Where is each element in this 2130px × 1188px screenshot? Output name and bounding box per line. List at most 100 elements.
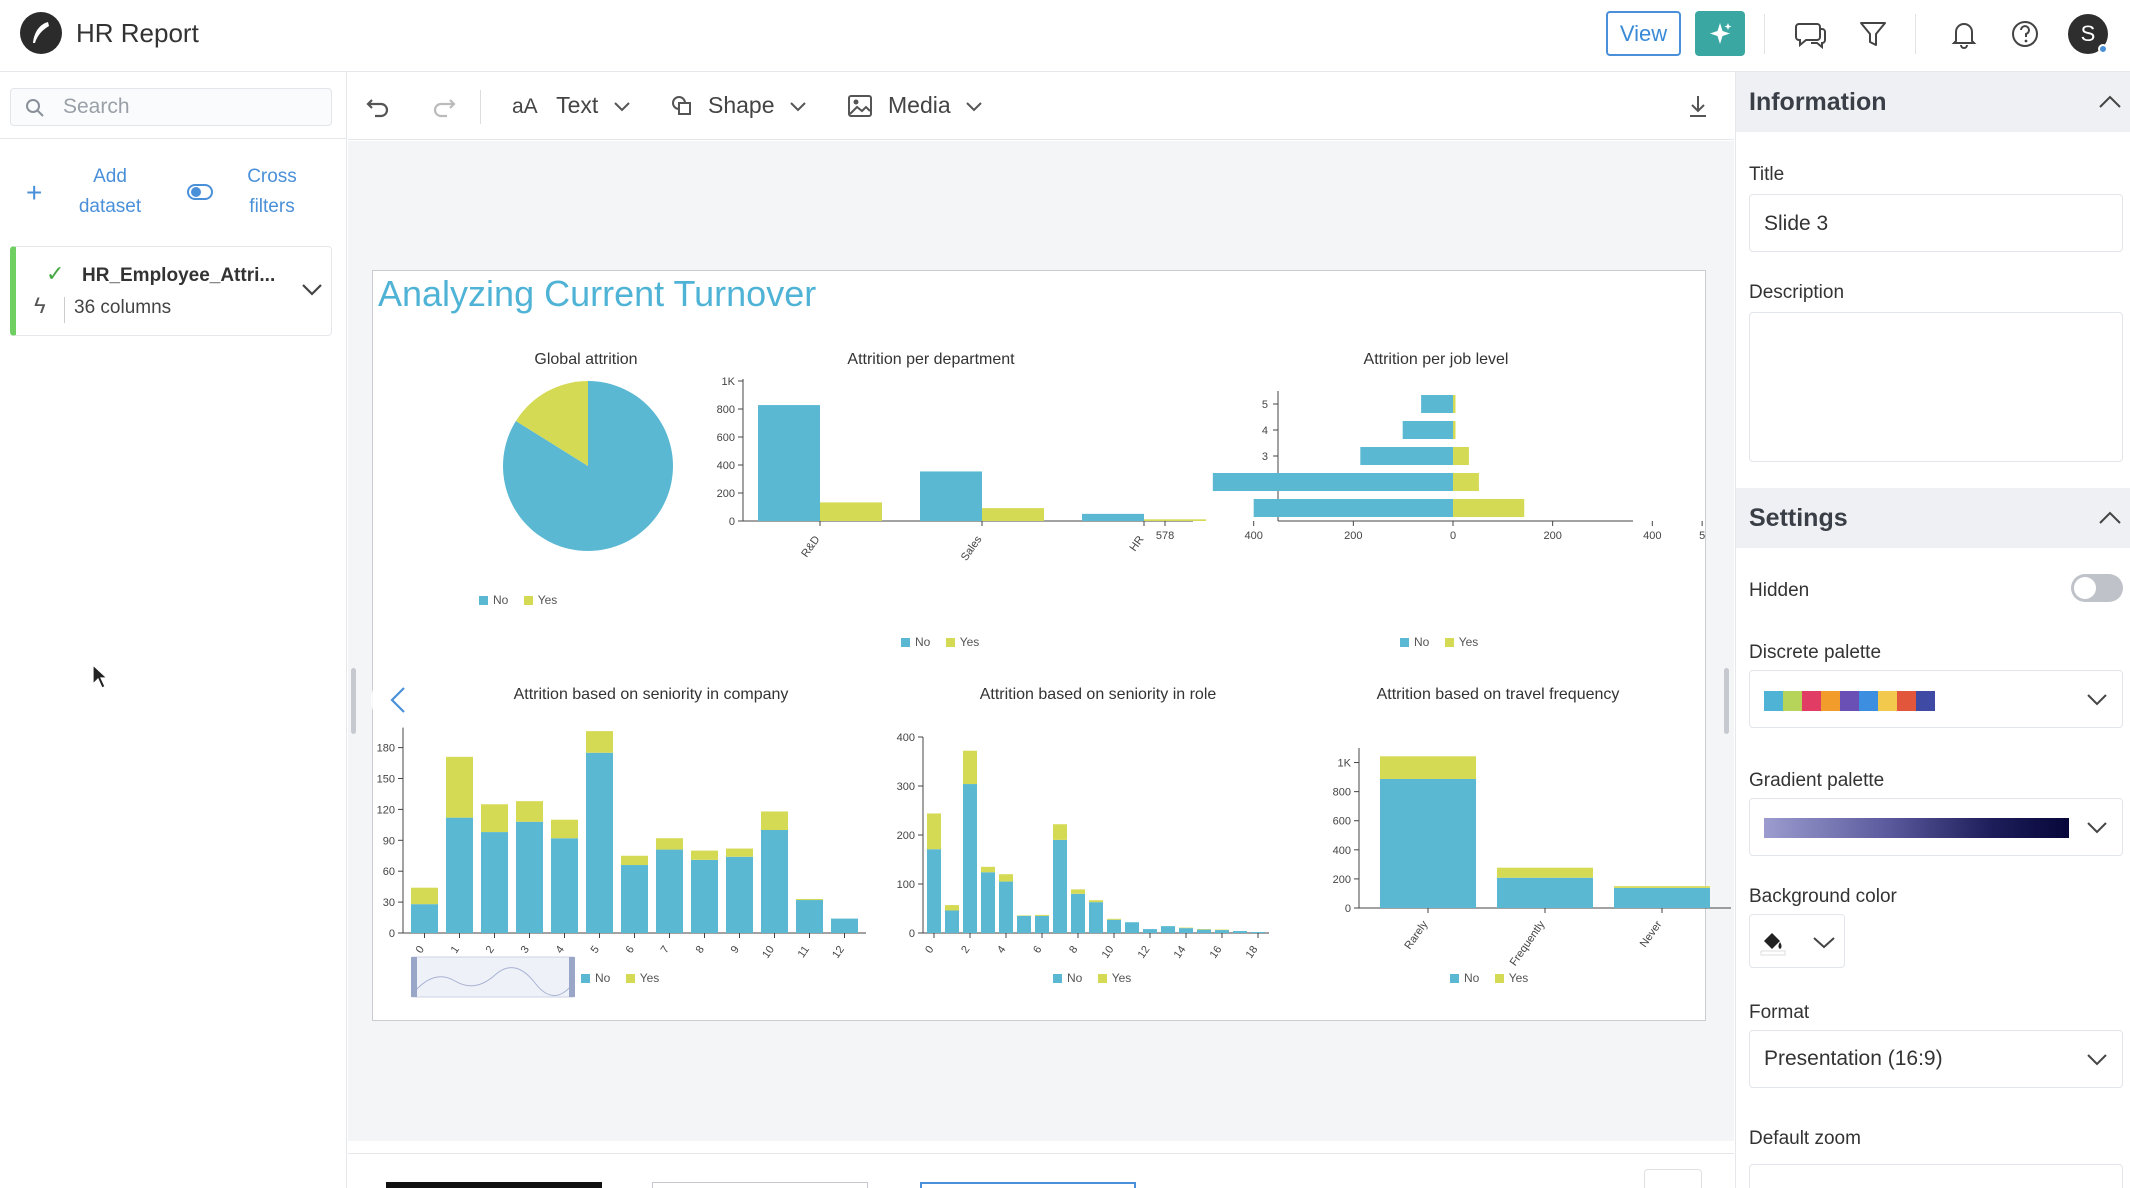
- chevron-down-icon: [965, 92, 983, 119]
- bar-yes: [1071, 889, 1085, 894]
- global-attrition-chart[interactable]: [423, 371, 753, 571]
- view-button[interactable]: View: [1606, 11, 1681, 56]
- shape-menu-button[interactable]: Shape: [708, 92, 807, 119]
- bell-icon[interactable]: [1946, 16, 1982, 52]
- palette-swatch: [1840, 691, 1859, 711]
- slide-thumbnail[interactable]: [386, 1182, 602, 1188]
- bar-yes: [1053, 824, 1067, 840]
- bar-no: [1071, 893, 1085, 933]
- default-zoom-label: Default zoom: [1749, 1128, 1861, 1149]
- ai-assistant-button[interactable]: [1695, 11, 1745, 56]
- download-icon[interactable]: [1684, 92, 1712, 120]
- bar-no: [796, 900, 823, 933]
- format-select[interactable]: Presentation (16:9): [1749, 1030, 2123, 1088]
- y-tick-label: 0: [389, 928, 395, 940]
- palette-swatch: [1821, 691, 1840, 711]
- chart-legend: No Yes: [1450, 971, 1540, 985]
- bar-yes: [1453, 447, 1469, 465]
- legend-item-no: No: [581, 971, 610, 985]
- bar-yes: [1380, 756, 1476, 779]
- legend-label: No: [493, 593, 509, 607]
- x-tick-label: 0: [1450, 530, 1456, 542]
- default-zoom-select[interactable]: [1749, 1164, 2123, 1188]
- bar-no: [758, 405, 820, 521]
- chevron-down-icon[interactable]: [300, 277, 324, 301]
- cross-filters-button[interactable]: Cross filters: [238, 162, 306, 222]
- sparkle-icon: [1710, 23, 1732, 44]
- shape-menu-label: Shape: [708, 92, 775, 118]
- legend-item-yes: Yes: [625, 971, 660, 985]
- chevron-down-icon: [613, 92, 631, 119]
- bar-yes: [446, 756, 473, 818]
- help-icon[interactable]: [2007, 16, 2043, 52]
- add-dataset-button[interactable]: Add dataset: [72, 162, 148, 222]
- bar-no: [726, 856, 753, 933]
- description-label: Description: [1749, 282, 1845, 303]
- slide-thumbnail-active[interactable]: [920, 1182, 1136, 1188]
- cross-filters-toggle-icon[interactable]: [187, 184, 213, 200]
- text-size-icon: aA: [512, 95, 538, 118]
- app-logo[interactable]: [20, 12, 62, 54]
- bar-yes: [1144, 519, 1206, 521]
- text-menu-button[interactable]: aA Text: [512, 92, 631, 119]
- description-field[interactable]: [1749, 312, 2123, 462]
- undo-icon[interactable]: [364, 92, 392, 120]
- hidden-toggle[interactable]: [2071, 574, 2123, 602]
- x-tick-label: 10: [760, 944, 777, 961]
- plus-icon[interactable]: +: [26, 177, 43, 208]
- bar-yes: [963, 750, 977, 785]
- attrition-per-job-level-chart[interactable]: 1234557840020002004005: [1156, 371, 1705, 601]
- slide[interactable]: Analyzing Current Turnover Global attrit…: [372, 270, 1731, 1021]
- discrete-palette-select[interactable]: [1749, 670, 2123, 728]
- chevron-up-icon[interactable]: [2098, 508, 2122, 528]
- filter-icon[interactable]: [1855, 16, 1891, 52]
- title-input[interactable]: [1764, 209, 2104, 239]
- chevron-up-icon[interactable]: [2098, 92, 2122, 112]
- bar-no: [1497, 877, 1593, 908]
- cross-filters-label-line2: filters: [249, 196, 295, 217]
- bar-no: [1082, 513, 1144, 521]
- chevron-down-icon: [2087, 1054, 2107, 1066]
- data-zoom-handle-right: [569, 957, 575, 997]
- bar-no: [586, 752, 613, 933]
- gradient-palette-select[interactable]: [1749, 798, 2123, 856]
- x-tick-label: Never: [1638, 919, 1665, 950]
- background-color-select[interactable]: [1749, 914, 1845, 968]
- left-resize-handle[interactable]: [351, 668, 356, 734]
- search-box[interactable]: [10, 88, 332, 126]
- legend-item-yes: Yes: [523, 593, 557, 607]
- slide-thumbnail[interactable]: [652, 1182, 868, 1188]
- right-resize-handle[interactable]: [1724, 668, 1729, 734]
- redo-icon[interactable]: [430, 92, 458, 120]
- bar-no: [1107, 919, 1121, 933]
- title-field[interactable]: [1749, 194, 2123, 252]
- bar-yes: [481, 804, 508, 833]
- previous-slide-button[interactable]: [371, 672, 427, 728]
- dataset-card[interactable]: ✓ HR_Employee_Attri... ϟ 36 columns: [10, 246, 332, 336]
- search-icon: [26, 99, 44, 117]
- y-tick-label: 200: [1333, 874, 1351, 886]
- legend-label: No: [915, 635, 931, 649]
- seniority-in-role-chart[interactable]: 0 100 200 300 400 0 2 4 6 8 10 12 14 16 18: [883, 706, 1303, 961]
- slide-title[interactable]: Analyzing Current Turnover: [378, 273, 817, 314]
- x-tick-label: 0: [414, 944, 427, 956]
- bar-no: [1017, 915, 1031, 933]
- attrition-per-department-chart[interactable]: 0 200 400 600 800 1K R&D Sales HR: [673, 371, 1206, 563]
- media-menu-label: Media: [888, 92, 951, 118]
- media-menu-button[interactable]: Media: [888, 92, 983, 119]
- slide-thumbnails: [348, 1153, 1734, 1188]
- search-input[interactable]: [63, 93, 323, 121]
- palette-swatches: [1764, 691, 1935, 711]
- add-slide-button[interactable]: [1644, 1169, 1702, 1188]
- travel-frequency-chart[interactable]: 0 200 400 600 800 1K Rarely Frequently Never: [1273, 706, 1731, 968]
- chart-legend: No Yes: [1053, 971, 1143, 985]
- settings-section-header[interactable]: Settings: [1736, 488, 2130, 548]
- bar-yes: [1614, 886, 1710, 888]
- data-zoom-sparkline: [414, 967, 576, 996]
- legend-label: Yes: [639, 971, 660, 985]
- x-tick-label: 578: [1156, 530, 1174, 542]
- comments-icon[interactable]: [1793, 16, 1829, 52]
- information-section-header[interactable]: Information: [1736, 72, 2130, 132]
- legend-item-no: No: [479, 593, 508, 607]
